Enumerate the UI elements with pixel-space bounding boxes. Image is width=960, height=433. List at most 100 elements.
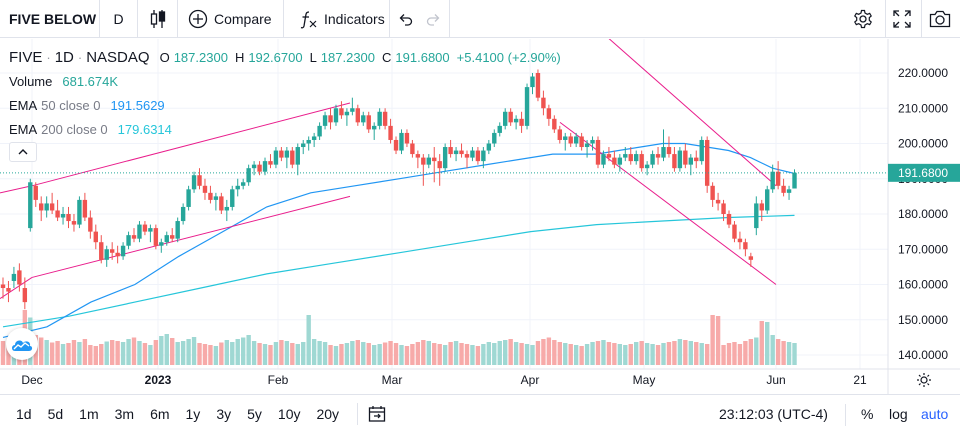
compare-button[interactable]: Compare xyxy=(178,0,284,38)
candle-body xyxy=(481,150,486,162)
volume-bar xyxy=(93,346,98,365)
range-1m[interactable]: 1m xyxy=(79,406,99,422)
volume-bar xyxy=(44,340,49,365)
volume-bar xyxy=(492,343,497,365)
clock-timezone[interactable]: 23:12:03 (UTC-4) xyxy=(719,406,828,422)
candle-body xyxy=(93,231,98,243)
volume-bar xyxy=(273,342,279,365)
symbol-search[interactable]: FIVE BELOW xyxy=(0,0,100,38)
candle-body xyxy=(634,154,639,162)
price-tick-label: 160.0000 xyxy=(898,278,948,292)
volume-bar xyxy=(202,344,208,365)
time-tick-label: 21 xyxy=(853,373,867,387)
candle-body xyxy=(120,245,126,257)
candle-body xyxy=(601,154,606,165)
range-20y[interactable]: 20y xyxy=(316,406,340,422)
trendline-ext-2 xyxy=(0,277,33,300)
candle-body xyxy=(535,73,541,98)
volume-bar xyxy=(240,337,246,365)
volume-bar xyxy=(301,342,306,365)
legend-interval: 1D xyxy=(54,48,74,66)
candle-body xyxy=(257,164,262,172)
time-tick-label: Mar xyxy=(382,373,403,387)
undo-icon[interactable] xyxy=(397,11,413,27)
volume-bar xyxy=(557,342,562,365)
percent-scale-toggle[interactable]: % xyxy=(861,406,874,422)
range-1d[interactable]: 1d xyxy=(16,406,32,422)
volume-bar xyxy=(634,342,639,365)
range-5y[interactable]: 5y xyxy=(247,406,262,422)
candle-body xyxy=(191,175,197,190)
volume-bar xyxy=(650,344,655,365)
range-buttons: 1d 5d 1m 3m 6m 1y 3y 5y 10y 20y xyxy=(0,406,347,422)
trendline-2 xyxy=(31,195,351,278)
candle-body xyxy=(44,203,49,211)
chart-type-button[interactable] xyxy=(138,0,178,38)
range-1y[interactable]: 1y xyxy=(185,406,201,422)
candle-body xyxy=(743,242,748,250)
candle-body xyxy=(170,235,175,239)
legend-o-label: O xyxy=(159,49,170,65)
calendar-range-icon[interactable] xyxy=(368,405,388,423)
screenshot-button[interactable] xyxy=(922,0,958,38)
legend-ema200-row[interactable]: EMA 200 close 0 179.6314 xyxy=(9,117,564,141)
candle-body xyxy=(688,157,693,165)
candle-body xyxy=(306,139,311,144)
range-5d[interactable]: 5d xyxy=(47,406,64,422)
legend-ema200-label: EMA xyxy=(9,121,38,137)
price-tick-label: 170.0000 xyxy=(898,242,948,256)
volume-bar xyxy=(770,335,775,365)
candle-body xyxy=(208,192,213,200)
volume-bar xyxy=(759,321,764,365)
tradingview-logo[interactable] xyxy=(6,328,38,360)
volume-bar xyxy=(208,345,213,365)
volume-bar xyxy=(344,343,350,365)
volume-bar xyxy=(159,336,164,365)
candle-body xyxy=(77,199,82,225)
volume-bar xyxy=(563,343,568,365)
redo-icon[interactable] xyxy=(426,11,442,27)
legend-ema50-row[interactable]: EMA 50 close 0 191.5629 xyxy=(9,93,564,117)
settings-button[interactable] xyxy=(845,0,881,38)
candle-body xyxy=(573,136,579,144)
volume-bar xyxy=(666,342,672,365)
volume-bar xyxy=(628,344,633,365)
volume-bar xyxy=(721,345,726,365)
candle-body xyxy=(131,235,137,239)
volume-bar xyxy=(590,342,595,365)
candle-body xyxy=(650,154,655,165)
candle-body xyxy=(557,129,562,140)
volume-bar xyxy=(230,342,235,365)
fullscreen-button[interactable] xyxy=(884,0,920,38)
auto-scale-toggle[interactable]: auto xyxy=(921,406,949,422)
legend-collapse-button[interactable] xyxy=(9,142,37,162)
volume-bar xyxy=(126,339,131,365)
range-6m[interactable]: 6m xyxy=(150,406,170,422)
volume-bar xyxy=(268,345,273,365)
indicators-button[interactable]: Indicators xyxy=(284,0,390,38)
candle-body xyxy=(595,139,601,165)
candle-body xyxy=(71,221,77,225)
candle-body xyxy=(437,161,442,169)
legend-volume-row[interactable]: Volume 681.674K xyxy=(9,69,564,93)
candle-body xyxy=(584,143,590,148)
volume-bar xyxy=(765,322,770,365)
price-tick-label: 180.0000 xyxy=(898,207,948,221)
candle-body xyxy=(442,147,448,169)
candle-body xyxy=(694,157,699,162)
price-chart[interactable]: 220.0000210.0000200.0000190.0000180.0000… xyxy=(0,39,960,394)
candle-body xyxy=(251,164,257,169)
candle-body xyxy=(404,132,410,144)
volume-bar xyxy=(508,339,513,365)
log-scale-toggle[interactable]: log xyxy=(889,406,908,422)
range-10y[interactable]: 10y xyxy=(277,406,301,422)
candle-body xyxy=(699,139,704,162)
volume-bar xyxy=(775,339,781,365)
interval-button[interactable]: D xyxy=(100,0,138,38)
trendline-3 xyxy=(608,39,777,187)
range-3m[interactable]: 3m xyxy=(114,406,135,422)
candle-body xyxy=(399,132,404,151)
candle-body xyxy=(666,147,672,155)
range-3y[interactable]: 3y xyxy=(216,406,232,422)
axis-settings-icon[interactable] xyxy=(920,376,928,384)
